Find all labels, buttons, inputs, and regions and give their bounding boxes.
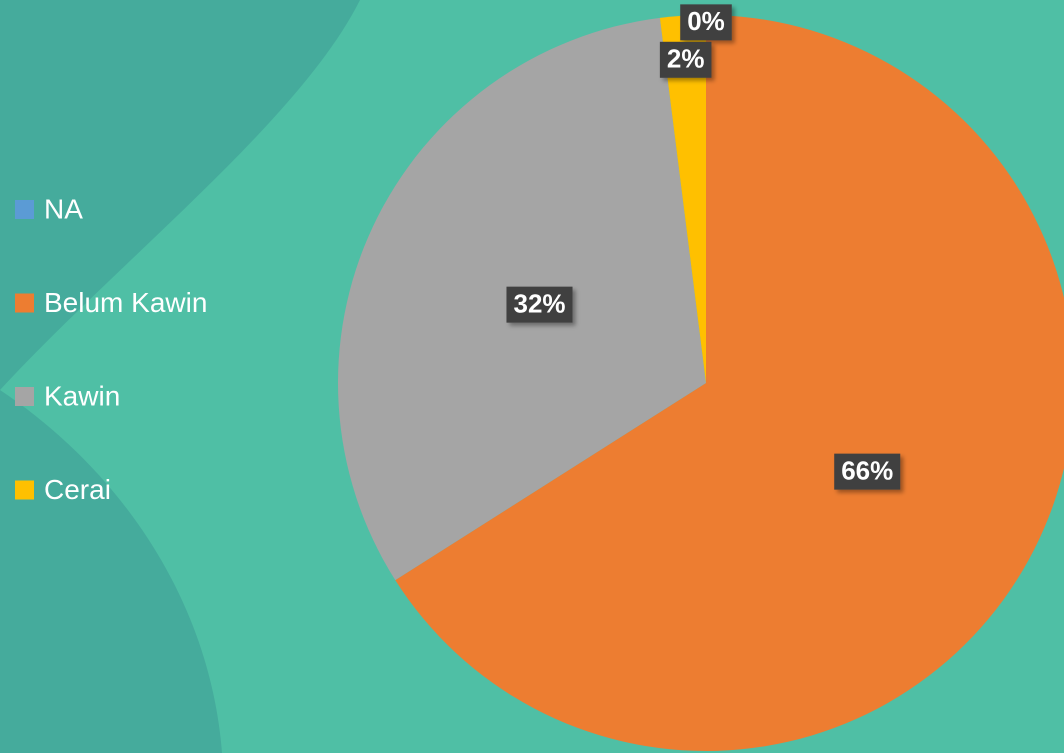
data-label-box	[680, 4, 732, 41]
data-label: 32%	[513, 289, 565, 319]
legend-label: Belum Kawin	[44, 287, 207, 318]
data-label: 0%	[687, 6, 725, 36]
data-labels: 0% 66% 32% 2%	[506, 4, 901, 490]
legend-label: Kawin	[44, 380, 120, 411]
data-label-box	[834, 453, 901, 490]
legend-swatch	[15, 480, 34, 500]
data-label-box	[659, 41, 712, 78]
legend-label: Cerai	[44, 474, 111, 505]
pie	[337, 15, 1064, 751]
legend-swatch	[15, 200, 34, 219]
legend-swatch	[15, 293, 34, 313]
data-label: 2%	[667, 44, 705, 74]
data-label: 66%	[841, 456, 893, 486]
data-label-box	[506, 286, 573, 323]
legend: NA Belum Kawin Kawin Cerai	[15, 193, 207, 505]
pie-slice	[659, 15, 706, 383]
background-shape	[0, 390, 222, 753]
legend-label: NA	[44, 193, 83, 224]
legend-swatch	[15, 387, 34, 406]
background-shape	[0, 0, 360, 390]
pie-slice	[395, 15, 1064, 751]
